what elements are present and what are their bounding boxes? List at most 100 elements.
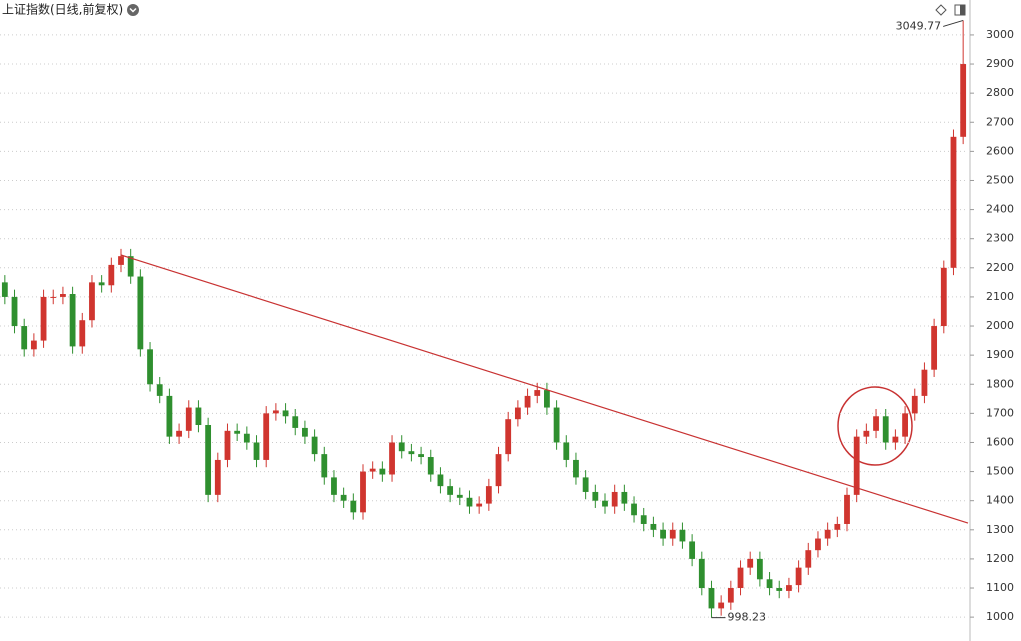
candle-body <box>698 558 705 589</box>
highlight-circle <box>837 386 913 466</box>
candle-body <box>195 407 202 426</box>
candle-body <box>89 282 95 321</box>
candle-body <box>437 474 444 487</box>
candle-body <box>408 451 415 455</box>
candle-body <box>621 491 628 504</box>
candle-body <box>156 384 163 396</box>
candle-body <box>805 550 812 568</box>
trend-line <box>120 254 969 524</box>
diamond-icon[interactable] <box>935 4 947 16</box>
candle-body <box>882 416 889 443</box>
candle-body <box>911 395 918 414</box>
candle-body <box>21 326 28 350</box>
candle-body <box>389 442 395 475</box>
candle-body <box>205 425 212 495</box>
candle-body <box>456 494 463 498</box>
y-tick-label: 2500 <box>986 173 1014 186</box>
y-tick-label: 1700 <box>986 406 1014 419</box>
y-tick-label: 1500 <box>986 465 1014 478</box>
candle-body <box>582 477 589 492</box>
candle-body <box>79 320 86 347</box>
y-tick-label: 1300 <box>986 523 1014 536</box>
candle-body <box>650 523 657 530</box>
candle-body <box>485 486 492 504</box>
candle-body <box>727 588 734 603</box>
candle-body <box>776 588 783 591</box>
candle-body <box>253 442 260 460</box>
candle-body <box>921 369 928 396</box>
candle-body <box>50 296 57 298</box>
y-tick-label: 1200 <box>986 552 1014 565</box>
candle-body <box>398 442 405 452</box>
candle-body <box>427 457 434 475</box>
y-tick-label: 2200 <box>986 261 1014 274</box>
candle-body <box>166 395 173 437</box>
candle-body <box>243 433 250 443</box>
candle-body <box>514 407 521 420</box>
candle-body <box>853 436 860 495</box>
candle-body <box>369 468 376 472</box>
y-tick-label: 1000 <box>986 610 1014 623</box>
candle-body <box>960 64 967 137</box>
candle-body <box>331 477 337 495</box>
y-tick-label: 1400 <box>986 494 1014 507</box>
y-tick-label: 2100 <box>986 290 1014 303</box>
candle-body <box>476 503 483 507</box>
candle-body <box>708 588 715 609</box>
candle-body <box>466 497 473 507</box>
candle-body <box>60 294 66 297</box>
candle-body <box>631 503 637 516</box>
candle-body <box>766 579 773 589</box>
y-tick-label: 1100 <box>986 581 1014 594</box>
candle-body <box>669 529 676 539</box>
candle-body <box>292 416 299 428</box>
candle-body <box>902 413 908 437</box>
candle-body <box>815 538 821 551</box>
candle-body <box>834 523 841 530</box>
low-label: 998.23 <box>727 611 766 624</box>
candle-body <box>873 416 879 431</box>
candle-body <box>844 494 850 524</box>
candle-body <box>321 454 328 478</box>
candle-body <box>892 436 899 443</box>
candle-body <box>447 486 454 495</box>
y-tick-label: 2300 <box>986 232 1014 245</box>
candle-body <box>553 407 560 443</box>
candle-body <box>214 459 221 495</box>
candle-body <box>350 500 357 513</box>
y-tick-label: 2800 <box>986 86 1014 99</box>
candle-body <box>592 491 599 501</box>
dropdown-arrow <box>129 7 137 13</box>
candle-body <box>30 340 37 350</box>
y-tick-label: 1800 <box>986 377 1014 390</box>
candle-body <box>360 471 366 513</box>
dropdown-icon[interactable] <box>127 4 139 16</box>
chart-title: 上证指数(日线,前复权) <box>2 2 123 17</box>
candle-body <box>718 602 725 609</box>
candle-body <box>573 459 579 478</box>
candle-body <box>524 395 531 408</box>
candle-body <box>127 256 134 277</box>
candle-body <box>418 454 424 458</box>
candle-body <box>108 264 115 286</box>
y-tick-label: 2400 <box>986 203 1014 216</box>
candle-body <box>863 430 870 437</box>
candle-body <box>311 436 318 455</box>
candle-body <box>602 500 608 507</box>
candle-body <box>137 276 144 350</box>
candle-body <box>176 430 182 437</box>
candle-body <box>340 494 347 501</box>
candle-body <box>534 390 541 396</box>
candle-body <box>563 442 570 460</box>
y-tick-label: 1600 <box>986 435 1014 448</box>
candle-body <box>786 585 792 591</box>
candle-body <box>40 296 47 341</box>
high-arrow <box>943 19 964 27</box>
y-tick-label: 1900 <box>986 348 1014 361</box>
candle-body <box>611 491 618 507</box>
candle-body <box>69 294 76 347</box>
candle-body <box>272 410 279 414</box>
candle-body <box>950 136 957 268</box>
